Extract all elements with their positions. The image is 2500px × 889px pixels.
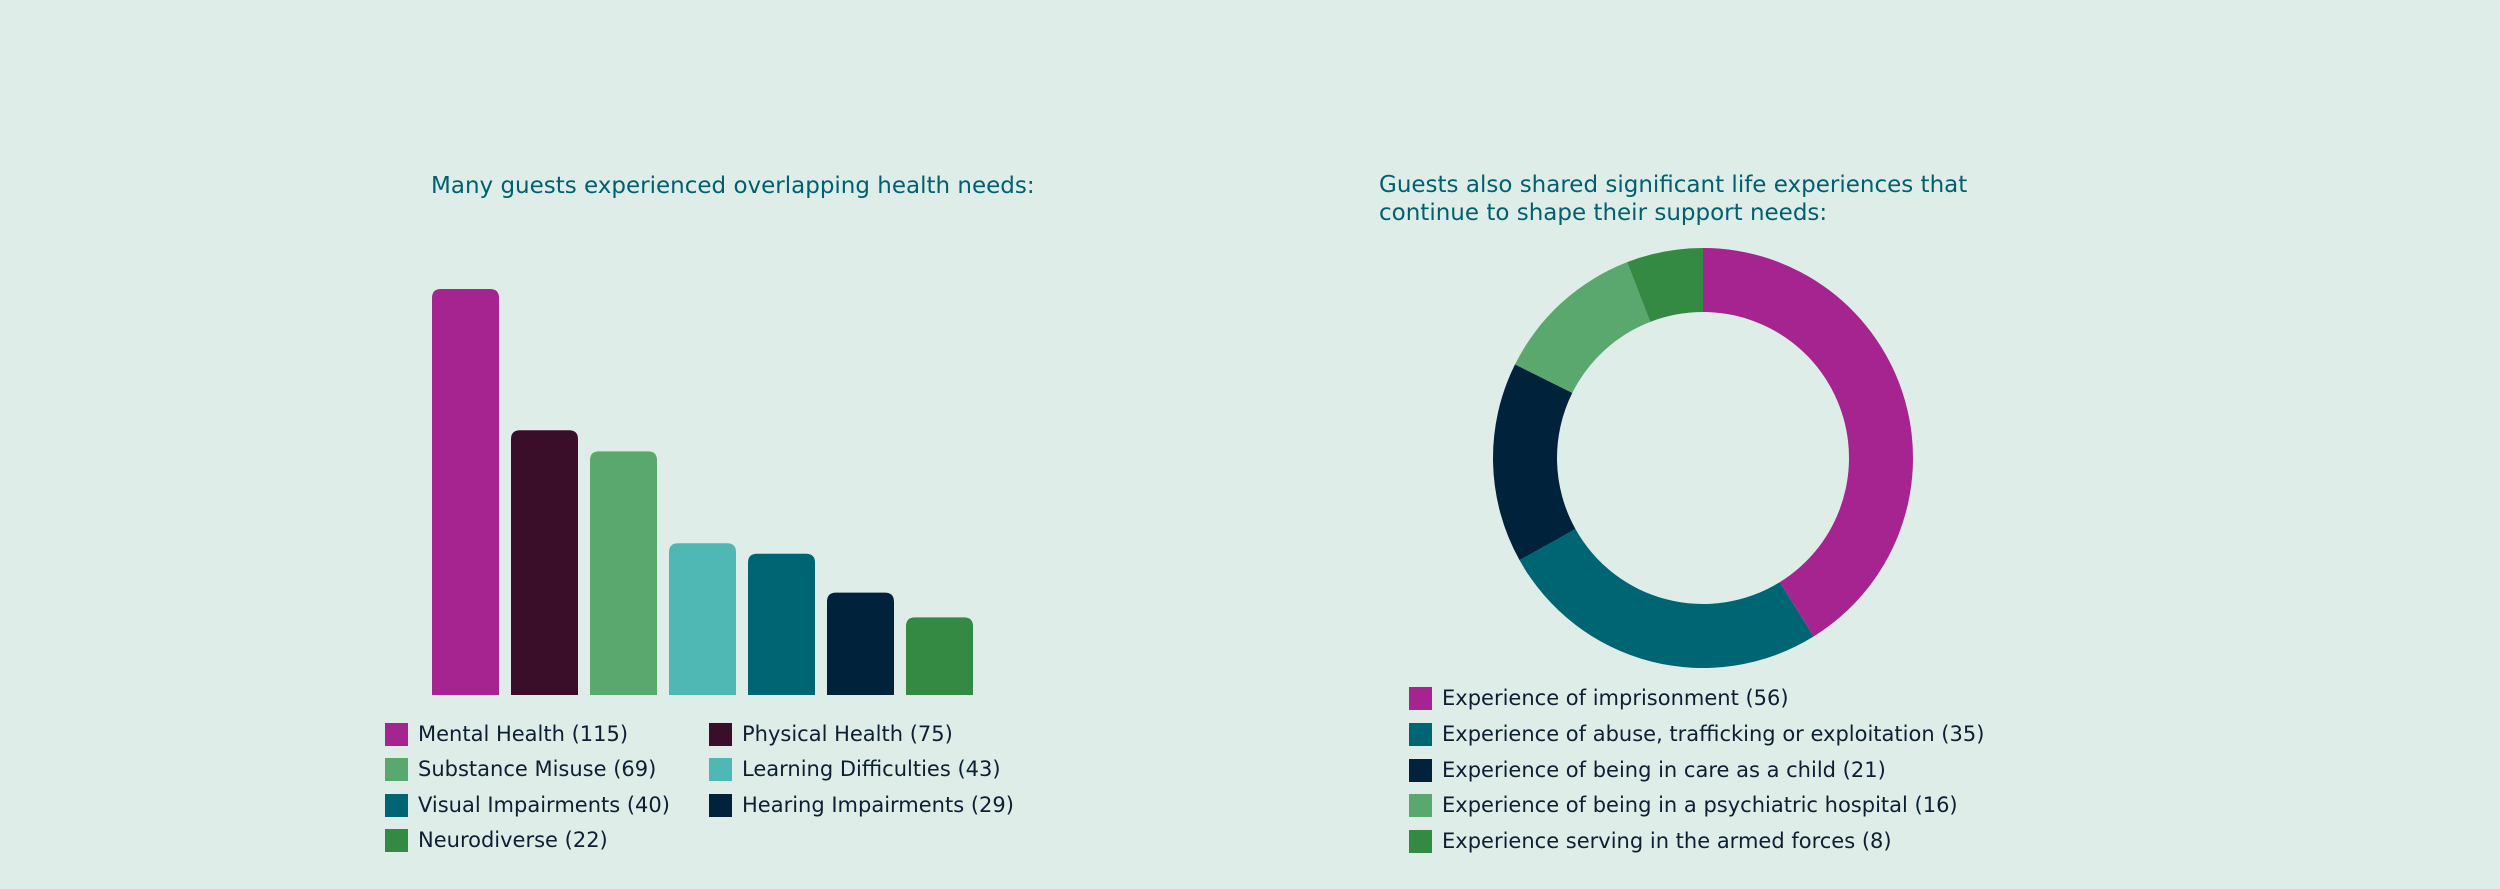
donut-legend-item: Experience serving in the armed forces (… — [1409, 829, 1892, 853]
bar-legend-item: Physical Health (75) — [709, 722, 953, 746]
donut-legend-item: Experience of abuse, trafficking or expl… — [1409, 722, 1984, 746]
bar-legend-item: Mental Health (115) — [385, 722, 628, 746]
legend-label: Experience of being in care as a child (… — [1442, 758, 1886, 782]
bar-physical-health — [511, 430, 578, 695]
donut-slice-experience-of-imprisonment — [1703, 248, 1914, 637]
legend-swatch — [1409, 758, 1432, 782]
donut-legend-item: Experience of imprisonment (56) — [1409, 686, 1789, 710]
legend-swatch — [1409, 793, 1432, 817]
donut-legend-item: Experience of being in a psychiatric hos… — [1409, 793, 1958, 817]
legend-label: Experience serving in the armed forces (… — [1442, 829, 1892, 853]
bar-legend-item: Visual Impairments (40) — [385, 793, 670, 817]
bar-chart-title: Many guests experienced overlapping heal… — [431, 173, 1035, 199]
legend-swatch — [385, 793, 408, 817]
legend-label: Substance Misuse (69) — [418, 757, 657, 781]
legend-swatch — [1409, 829, 1432, 853]
bar-learning-difficulties — [669, 543, 736, 695]
legend-swatch — [709, 793, 732, 817]
legend-label: Learning Difficulties (43) — [742, 757, 1001, 781]
bar-legend-item: Substance Misuse (69) — [385, 757, 656, 781]
bar-legend-item: Hearing Impairments (29) — [709, 793, 1014, 817]
legend-swatch — [709, 757, 732, 781]
legend-swatch — [1409, 686, 1432, 710]
donut-chart-title: Guests also shared significant life expe… — [1379, 172, 1968, 226]
donut-slice-experience-of-being-in-care-as-a-child — [1493, 364, 1576, 561]
donut-slice-experience-of-abuse-trafficking-or-exploitation — [1519, 529, 1814, 669]
legend-label: Hearing Impairments (29) — [742, 793, 1014, 817]
donut-slice-experience-serving-in-the-armed-forces — [1627, 248, 1703, 322]
legend-swatch — [385, 757, 408, 781]
donut-legend-item: Experience of being in care as a child (… — [1409, 758, 1886, 782]
legend-swatch — [385, 828, 408, 852]
bar-mental-health — [432, 289, 499, 695]
legend-swatch — [709, 722, 732, 746]
legend-label: Neurodiverse (22) — [418, 828, 608, 852]
legend-label: Physical Health (75) — [742, 722, 953, 746]
bar-hearing-impairments — [827, 592, 894, 695]
bar-neurodiverse — [906, 617, 973, 695]
legend-label: Experience of being in a psychiatric hos… — [1442, 793, 1958, 817]
legend-label: Visual Impairments (40) — [418, 793, 670, 817]
legend-label: Experience of imprisonment (56) — [1442, 686, 1789, 710]
bar-chart — [432, 289, 973, 695]
bar-legend-item: Neurodiverse (22) — [385, 828, 608, 852]
bar-visual-impairments — [748, 553, 815, 695]
legend-label: Experience of abuse, trafficking or expl… — [1442, 722, 1985, 746]
legend-label: Mental Health (115) — [418, 722, 629, 746]
legend-swatch — [1409, 722, 1432, 746]
bar-substance-misuse — [590, 451, 657, 695]
legend-swatch — [385, 722, 408, 746]
donut-slice-experience-of-being-in-a-psychiatric-hospital — [1515, 262, 1651, 393]
bar-legend-item: Learning Difficulties (43) — [709, 757, 1001, 781]
